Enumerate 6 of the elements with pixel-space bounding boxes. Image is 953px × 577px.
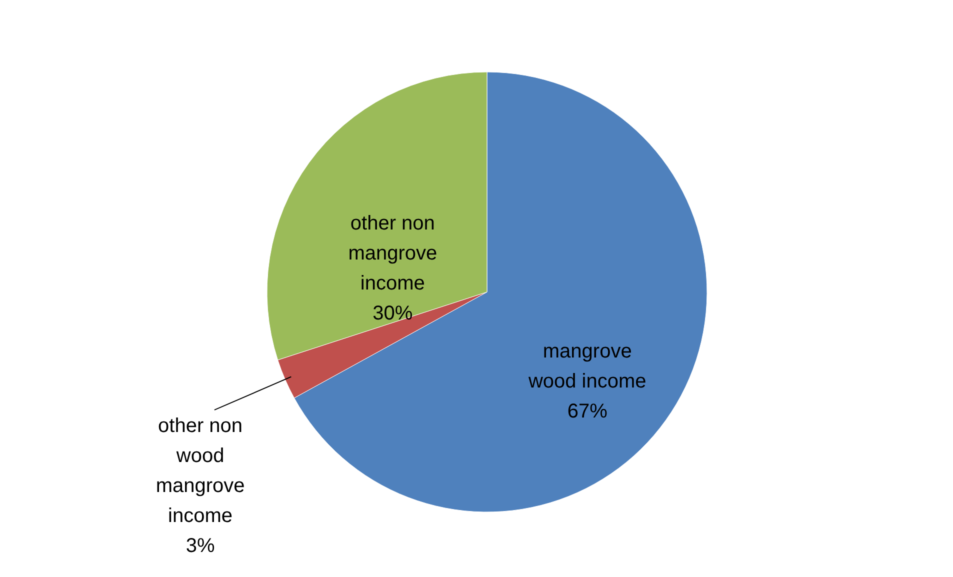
data-label: 30% [372, 302, 413, 324]
data-label: 67% [567, 400, 608, 422]
slice-label: mangrove wood income [527, 340, 646, 392]
data-label: 3% [186, 535, 215, 558]
slice-label: other non wood mangrove income [156, 415, 245, 528]
slice-label: other non mangrove income [348, 212, 438, 294]
